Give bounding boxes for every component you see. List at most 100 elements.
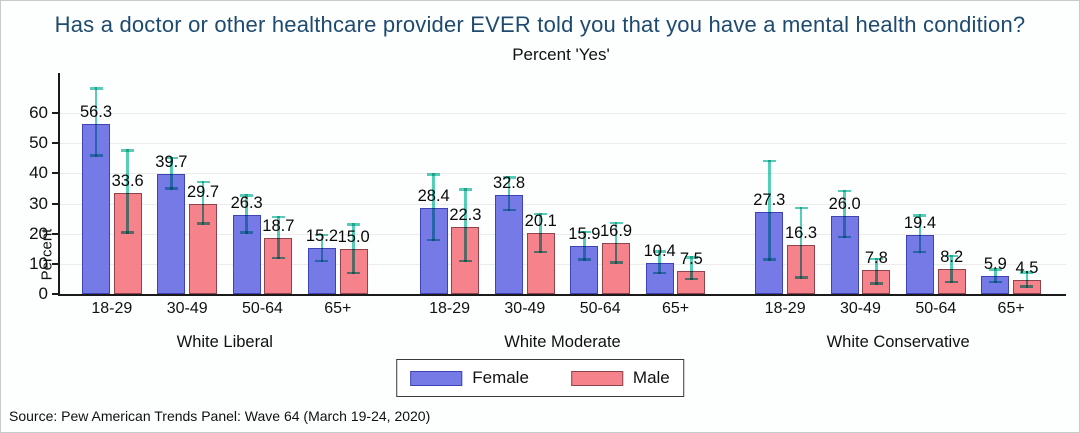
error-bar-cap	[945, 280, 959, 284]
bar-value-label: 20.1	[524, 212, 557, 231]
error-bar-cap	[869, 257, 883, 261]
bar-value-label: 4.5	[1015, 259, 1039, 278]
bar-value-label: 32.8	[492, 174, 526, 193]
bar-value-label: 28.4	[417, 187, 450, 206]
error-bar-cap	[988, 280, 1002, 284]
error-bar-cap	[684, 277, 698, 281]
bar-female	[495, 195, 524, 294]
y-tick-label: 60	[29, 103, 48, 122]
error-bar-cap	[240, 231, 254, 234]
y-tick-label: 10	[29, 253, 48, 273]
error-bar	[614, 221, 618, 264]
error-bar-cap	[1020, 285, 1034, 288]
x-axis-age-label: 65+	[661, 300, 690, 317]
plot-area: Percent 0 10 20 30 40 50 60 56.3 33.6 18-29 39.7 29…	[29, 73, 1066, 351]
error-bar-cap	[89, 154, 103, 157]
y-tick-mark	[52, 262, 58, 265]
error-bar-cap	[794, 206, 808, 210]
bar-value-label: 26.3	[230, 193, 263, 212]
error-bar-cap	[315, 233, 329, 237]
error-bar-cap	[196, 180, 210, 184]
y-tick-mark	[52, 172, 58, 175]
error-bar-cap	[240, 194, 254, 197]
error-bar-cap	[988, 268, 1002, 271]
error-bar-cap	[869, 282, 883, 285]
error-bar-cap	[913, 214, 927, 217]
error-bar-cap	[577, 258, 591, 261]
error-bar-cap	[534, 212, 548, 216]
error-bar	[464, 188, 467, 263]
error-bar	[875, 257, 878, 285]
error-bar-cap	[534, 250, 548, 254]
error-bar-cap	[458, 259, 472, 263]
error-bar-cap	[609, 221, 623, 225]
error-bar-cap	[271, 215, 285, 219]
error-bar-cap	[458, 188, 472, 191]
x-axis-group-label: White Moderate	[504, 333, 621, 351]
y-tick-mark	[52, 293, 58, 295]
bar-value-label: 18.7	[262, 216, 295, 235]
x-axis-age-label: 50-64	[579, 300, 621, 317]
error-bar	[658, 250, 661, 275]
error-bar	[170, 156, 173, 190]
x-axis-group-label: White Liberal	[176, 333, 273, 351]
error-bar	[245, 194, 248, 234]
error-bar-cap	[164, 156, 178, 160]
error-bar	[277, 215, 280, 260]
error-bar	[799, 206, 803, 279]
y-tick-mark	[52, 142, 58, 145]
bar-value-label: 29.7	[186, 183, 220, 202]
error-bar-cap	[684, 256, 698, 259]
error-bar	[918, 214, 922, 254]
legend-swatch-female	[410, 370, 463, 386]
bar-value-label: 27.3	[753, 190, 786, 209]
y-tick-label: 30	[29, 193, 48, 213]
x-axis-age-label: 18-29	[429, 300, 470, 317]
x-axis-age-label: 30-49	[504, 300, 546, 317]
gridline	[60, 203, 1066, 205]
bar-value-label: 26.0	[828, 194, 861, 213]
bar-value-label: 56.3	[79, 103, 113, 122]
error-bar	[539, 212, 542, 254]
y-tick-label: 0	[38, 284, 48, 303]
error-bar-cap	[121, 231, 135, 234]
error-bar	[507, 176, 511, 212]
gridline	[60, 233, 1066, 235]
x-axis-age-label: 50-64	[242, 300, 283, 317]
bar-value-label: 22.3	[449, 205, 482, 224]
error-bar	[201, 180, 205, 225]
error-bar-cap	[762, 258, 776, 261]
bar-female	[157, 174, 186, 294]
error-bar	[94, 87, 98, 157]
x-axis-age-label: 30-49	[166, 300, 208, 317]
error-bar-cap	[271, 256, 285, 260]
bar-value-label: 15.9	[568, 225, 601, 244]
x-axis-age-label: 65+	[324, 300, 352, 317]
error-bar-cap	[196, 222, 210, 225]
error-bar	[126, 149, 129, 234]
y-tick-label: 20	[29, 223, 48, 243]
error-bar	[583, 230, 586, 261]
bar-value-label: 15.2	[305, 227, 339, 246]
error-bar-cap	[164, 187, 178, 190]
bar-value-label: 19.4	[903, 214, 937, 233]
error-bar	[843, 189, 846, 239]
error-bar-cap	[427, 238, 441, 242]
error-bar	[994, 268, 997, 284]
bar-value-label: 33.6	[111, 171, 144, 190]
error-bar-cap	[609, 261, 623, 264]
bar-value-label: 10.4	[643, 241, 676, 260]
error-bar-cap	[121, 149, 135, 152]
error-bar	[432, 173, 435, 242]
bar-value-label: 16.9	[599, 222, 633, 241]
gridline	[60, 173, 1066, 175]
error-bar-cap	[577, 230, 591, 234]
error-bar	[950, 254, 953, 284]
y-tick-mark	[52, 202, 58, 205]
error-bar	[320, 233, 324, 263]
x-axis-age-label: 50-64	[915, 300, 957, 317]
gridline	[60, 263, 1066, 265]
error-bar-cap	[838, 189, 852, 193]
y-tick-mark	[52, 232, 58, 235]
